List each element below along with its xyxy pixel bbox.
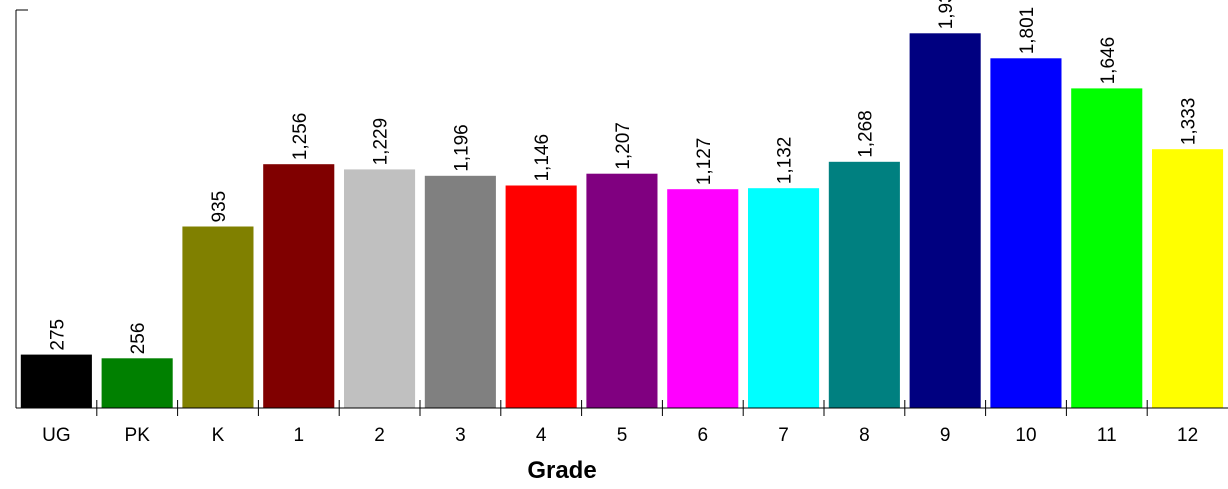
x-tick-label-5: 5 bbox=[617, 425, 628, 446]
bar-12 bbox=[1152, 149, 1224, 408]
bar-5 bbox=[586, 173, 658, 408]
x-tick-label-8: 8 bbox=[859, 425, 870, 446]
x-tick-label-pk: PK bbox=[125, 425, 151, 446]
value-label-5: 1,207 bbox=[613, 122, 634, 170]
x-axis-title: Grade bbox=[527, 457, 596, 484]
x-tick-label-12: 12 bbox=[1177, 425, 1198, 446]
bar-10 bbox=[990, 58, 1062, 409]
value-label-10: 1,801 bbox=[1017, 7, 1038, 55]
bar-2 bbox=[344, 169, 416, 408]
x-tick-label-ug: UG bbox=[42, 425, 71, 446]
x-tick-label-7: 7 bbox=[778, 425, 789, 446]
x-ticks-group bbox=[96, 400, 1148, 416]
bar-9 bbox=[909, 33, 981, 409]
value-label-4: 1,146 bbox=[532, 134, 553, 182]
x-tick-label-11: 11 bbox=[1097, 425, 1117, 446]
value-label-8: 1,268 bbox=[855, 110, 876, 158]
value-label-6: 1,127 bbox=[694, 138, 715, 186]
value-label-3: 1,196 bbox=[451, 124, 472, 172]
bar-pk bbox=[101, 358, 173, 408]
value-label-2: 1,229 bbox=[371, 118, 392, 166]
bar-6 bbox=[667, 189, 739, 408]
value-label-1: 1,256 bbox=[290, 113, 311, 161]
x-tick-label-9: 9 bbox=[940, 425, 951, 446]
value-label-11: 1,646 bbox=[1098, 37, 1119, 85]
value-label-ug: 275 bbox=[47, 319, 68, 351]
value-label-7: 1,132 bbox=[775, 137, 796, 185]
bar-8 bbox=[828, 161, 900, 408]
x-tick-label-6: 6 bbox=[698, 425, 709, 446]
bar-1 bbox=[263, 164, 335, 408]
bar-4 bbox=[505, 185, 577, 408]
bar-k bbox=[182, 226, 254, 408]
value-labels-group: 275 256 935 1,256 1,229 1,196 1,146 1,207 1,127 1… bbox=[47, 0, 1199, 354]
x-tick-labels-group: UG PK K 1 2 3 4 5 6 7 8 9 10 11 12 bbox=[42, 425, 1198, 446]
x-tick-label-2: 2 bbox=[374, 425, 385, 446]
x-tick-label-4: 4 bbox=[536, 425, 547, 446]
value-label-k: 935 bbox=[209, 191, 230, 223]
value-label-pk: 256 bbox=[128, 323, 149, 355]
x-tick-label-10: 10 bbox=[1015, 425, 1036, 446]
bars-group bbox=[20, 33, 1224, 409]
x-tick-label-k: K bbox=[212, 425, 225, 446]
x-tick-label-3: 3 bbox=[455, 425, 466, 446]
bar-11 bbox=[1071, 88, 1143, 409]
bar-3 bbox=[424, 175, 496, 408]
x-tick-label-1: 1 bbox=[294, 425, 305, 446]
bar-7 bbox=[748, 188, 820, 408]
bar-ug bbox=[20, 354, 92, 408]
value-label-12: 1,333 bbox=[1179, 98, 1200, 146]
value-label-9: 1,930 bbox=[936, 0, 957, 29]
